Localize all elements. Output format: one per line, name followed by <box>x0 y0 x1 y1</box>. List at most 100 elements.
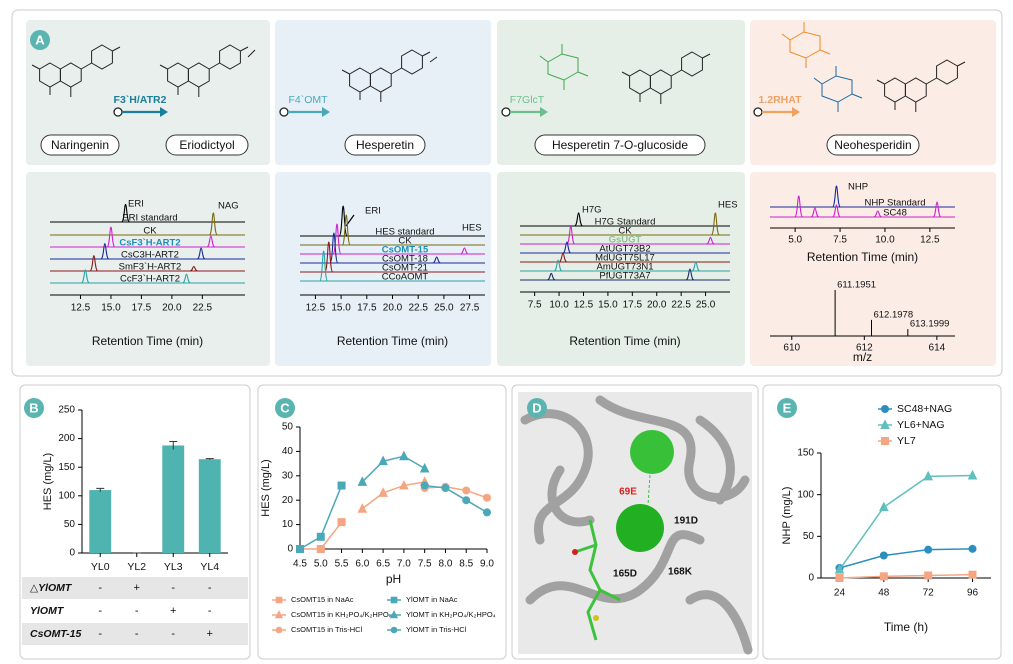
table-row-label: YlOMT <box>30 605 65 617</box>
x-axis-label: m/z <box>853 350 872 364</box>
y-tick-label: 40 <box>282 446 294 457</box>
peak <box>710 212 720 236</box>
compound-pill <box>534 134 706 156</box>
trace-label: MdUGT75L17 <box>595 253 655 264</box>
marker <box>880 419 890 429</box>
table-cell: - <box>135 628 139 640</box>
peak <box>208 212 218 236</box>
marker <box>296 545 304 553</box>
x-axis-label: Time (h) <box>884 620 928 634</box>
table-row-label: CsOMT-15 <box>30 628 82 640</box>
y-tick-label: 0 <box>808 573 814 584</box>
reaction-arrows <box>113 107 800 117</box>
table-stripe <box>22 623 248 645</box>
marker <box>967 469 978 480</box>
x-tick-label: YL0 <box>91 561 110 573</box>
peak-annotation: ERI <box>128 199 144 210</box>
table-cell: - <box>98 582 102 594</box>
trace-label: CsF3`H-ART2 <box>119 238 180 249</box>
trace-label: CK <box>618 226 632 237</box>
table-cell: + <box>207 628 213 640</box>
y-tick-label: 50 <box>803 531 815 542</box>
series-line <box>361 455 426 483</box>
marker <box>879 551 888 560</box>
compound-pill <box>344 134 426 156</box>
peak-mz-label: 613.1999 <box>910 319 950 330</box>
trace-label: H7G Standard <box>595 217 656 228</box>
x-tick-label: 614 <box>929 343 946 354</box>
peak <box>691 261 701 272</box>
x-tick-label: 20.0 <box>162 303 182 314</box>
x-tick-label: 6.5 <box>376 559 390 570</box>
peak-annotation: NHP <box>848 182 868 193</box>
bar <box>162 445 185 553</box>
marker <box>483 493 491 502</box>
peak <box>182 273 191 284</box>
x-axis-label: pH <box>386 572 401 586</box>
peak <box>794 195 804 218</box>
bar <box>198 459 221 553</box>
peak <box>196 247 206 260</box>
marker <box>924 545 933 554</box>
y-tick-label: 20 <box>282 495 294 506</box>
peak <box>832 204 841 218</box>
peak <box>100 243 110 260</box>
marker <box>483 508 491 517</box>
peak <box>319 250 329 282</box>
peak <box>341 214 351 246</box>
x-tick-label: 17.5 <box>623 300 643 311</box>
error-bar <box>205 458 214 460</box>
x-tick-label: YL2 <box>127 561 146 573</box>
trace-label: GsUGT <box>609 235 642 246</box>
table-cell: - <box>208 605 212 617</box>
table-cell: + <box>170 605 176 617</box>
marker <box>835 574 844 582</box>
compound-name: Hesperetin 7-O-glucoside <box>552 138 688 152</box>
peak <box>810 207 820 218</box>
bond <box>247 49 256 58</box>
table-row-label: △YlOMT <box>30 582 73 594</box>
x-tick-label: 7.5 <box>833 235 847 246</box>
table-cell: - <box>208 582 212 594</box>
x-tick-label: 25.0 <box>434 303 454 314</box>
panel-badge <box>24 398 44 418</box>
panel-badge <box>275 398 295 418</box>
panel-badge <box>30 30 50 50</box>
bg <box>275 172 491 366</box>
marker <box>420 481 429 490</box>
y-axis-label: HES (mg/L) <box>260 459 272 516</box>
x-tick-label: 10.0 <box>549 300 569 311</box>
marker <box>881 437 889 445</box>
y-axis-label: HES (mg/L) <box>42 453 54 510</box>
x-tick-label: 8.0 <box>438 559 452 570</box>
marker <box>879 501 889 512</box>
trace-label: CsOMT-15 <box>382 245 429 256</box>
trace-label: CK <box>398 236 412 247</box>
panel-e-frame <box>762 384 1002 660</box>
x-tick-label: 12.5 <box>574 300 594 311</box>
marker <box>399 479 409 490</box>
residue-label: 165D <box>613 569 637 580</box>
marker <box>968 570 977 579</box>
enzyme-label: F3`H/ATR2 <box>114 94 167 106</box>
compound-name: Hesperetin <box>356 138 414 152</box>
y-tick-label: 100 <box>58 490 75 501</box>
y-tick-label: 150 <box>58 462 75 473</box>
peak <box>121 203 131 223</box>
marker <box>275 596 283 604</box>
peak <box>685 268 695 281</box>
x-tick-label: 15.0 <box>331 303 351 314</box>
error-bar <box>169 440 178 450</box>
x-axis-label: Retention Time (min) <box>569 334 680 348</box>
series-line <box>839 548 973 569</box>
legend-label: CsOMT15 in Tris-HCl <box>291 625 363 634</box>
peak <box>324 241 334 273</box>
compound-name: Neohesperidin <box>834 138 911 152</box>
bg <box>750 172 996 366</box>
marker <box>316 532 325 541</box>
y-tick-label: 100 <box>797 489 814 500</box>
marker <box>968 544 977 553</box>
peak <box>89 255 99 272</box>
legend-label: YlOMT in Tris-HCl <box>406 625 467 634</box>
panel-c-frame <box>257 384 507 660</box>
